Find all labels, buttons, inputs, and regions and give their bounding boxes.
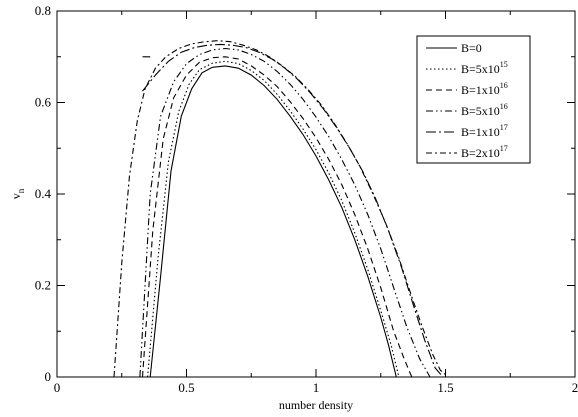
x-tick-label: 0 bbox=[54, 380, 61, 395]
series-line-5 bbox=[113, 40, 449, 378]
series-line-4 bbox=[142, 43, 444, 378]
y-tick-label: 0.2 bbox=[35, 278, 51, 293]
legend-label-2: B=1x1016 bbox=[461, 81, 508, 97]
x-tick-label: 0.5 bbox=[178, 380, 194, 395]
svg-text:vn: vn bbox=[9, 188, 26, 199]
series-line-1 bbox=[147, 60, 400, 378]
tick-labels: 0 0.5 1 1.5 2 0 0.2 0.4 0.6 0.8 bbox=[35, 3, 578, 395]
x-tick-label: 1.5 bbox=[437, 380, 453, 395]
legend-label-0: B=0 bbox=[461, 41, 482, 55]
legend-label-1: B=5x1015 bbox=[461, 60, 508, 76]
series-lines bbox=[113, 40, 493, 378]
legend-label-4: B=1x1017 bbox=[461, 123, 508, 139]
legend-label-5: B=2x1017 bbox=[461, 144, 508, 160]
y-axis-label: vn bbox=[9, 188, 26, 199]
series-line-2 bbox=[141, 56, 413, 378]
legend-box bbox=[416, 35, 531, 164]
x-tick-label: 2 bbox=[572, 380, 578, 395]
y-tick-label: 0.4 bbox=[35, 186, 52, 201]
y-axis-label-sub: n bbox=[16, 188, 26, 193]
legend-label-3: B=5x1016 bbox=[461, 102, 508, 118]
y-tick-label: 0.6 bbox=[35, 95, 52, 110]
y-axis-label-main: v bbox=[9, 193, 23, 199]
x-axis-label: number density bbox=[279, 398, 353, 412]
ticks bbox=[56, 10, 576, 378]
y-tick-label: 0 bbox=[45, 369, 52, 384]
y-tick-label: 0.8 bbox=[35, 3, 51, 18]
x-tick-label: 1 bbox=[313, 380, 320, 395]
legend: B=0 B=5x1015 B=1x1016 B=5x1016 B=1x1017 B=2x1… bbox=[416, 35, 531, 164]
series-line-0 bbox=[149, 65, 493, 378]
